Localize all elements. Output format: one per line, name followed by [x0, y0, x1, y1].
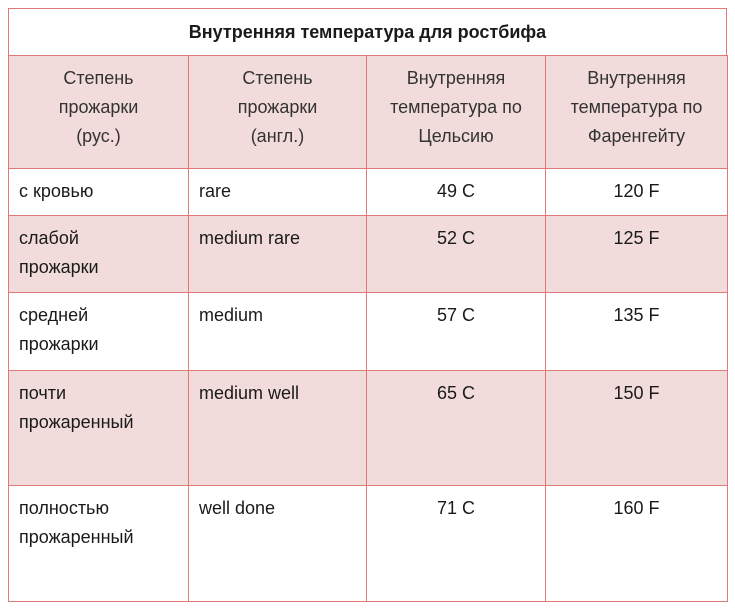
table-cell: 52 C: [366, 215, 546, 293]
table-cell: 49 C: [366, 168, 546, 216]
column-header: Степень прожарки (англ.): [188, 55, 367, 169]
table-cell: 125 F: [545, 215, 728, 293]
table-cell: medium rare: [188, 215, 367, 293]
table-cell: 150 F: [545, 370, 728, 486]
column-header: Внутренняя температура по Фаренгейту: [545, 55, 728, 169]
table-cell: с кровью: [8, 168, 189, 216]
table-cell: почти прожаренный: [8, 370, 189, 486]
table-cell: 120 F: [545, 168, 728, 216]
table-title: Внутренняя температура для ростбифа: [8, 8, 727, 56]
table-cell: medium: [188, 292, 367, 371]
table-cell: полностью прожаренный: [8, 485, 189, 602]
table-cell: rare: [188, 168, 367, 216]
table-cell: 71 C: [366, 485, 546, 602]
table-cell: 65 C: [366, 370, 546, 486]
column-header: Степень прожарки (рус.): [8, 55, 189, 169]
table-cell: medium well: [188, 370, 367, 486]
table-cell: слабой прожарки: [8, 215, 189, 293]
table-cell: well done: [188, 485, 367, 602]
table-cell: средней прожарки: [8, 292, 189, 371]
table-cell: 160 F: [545, 485, 728, 602]
table-cell: 135 F: [545, 292, 728, 371]
table-cell: 57 C: [366, 292, 546, 371]
column-header: Внутренняя температура по Цельсию: [366, 55, 546, 169]
